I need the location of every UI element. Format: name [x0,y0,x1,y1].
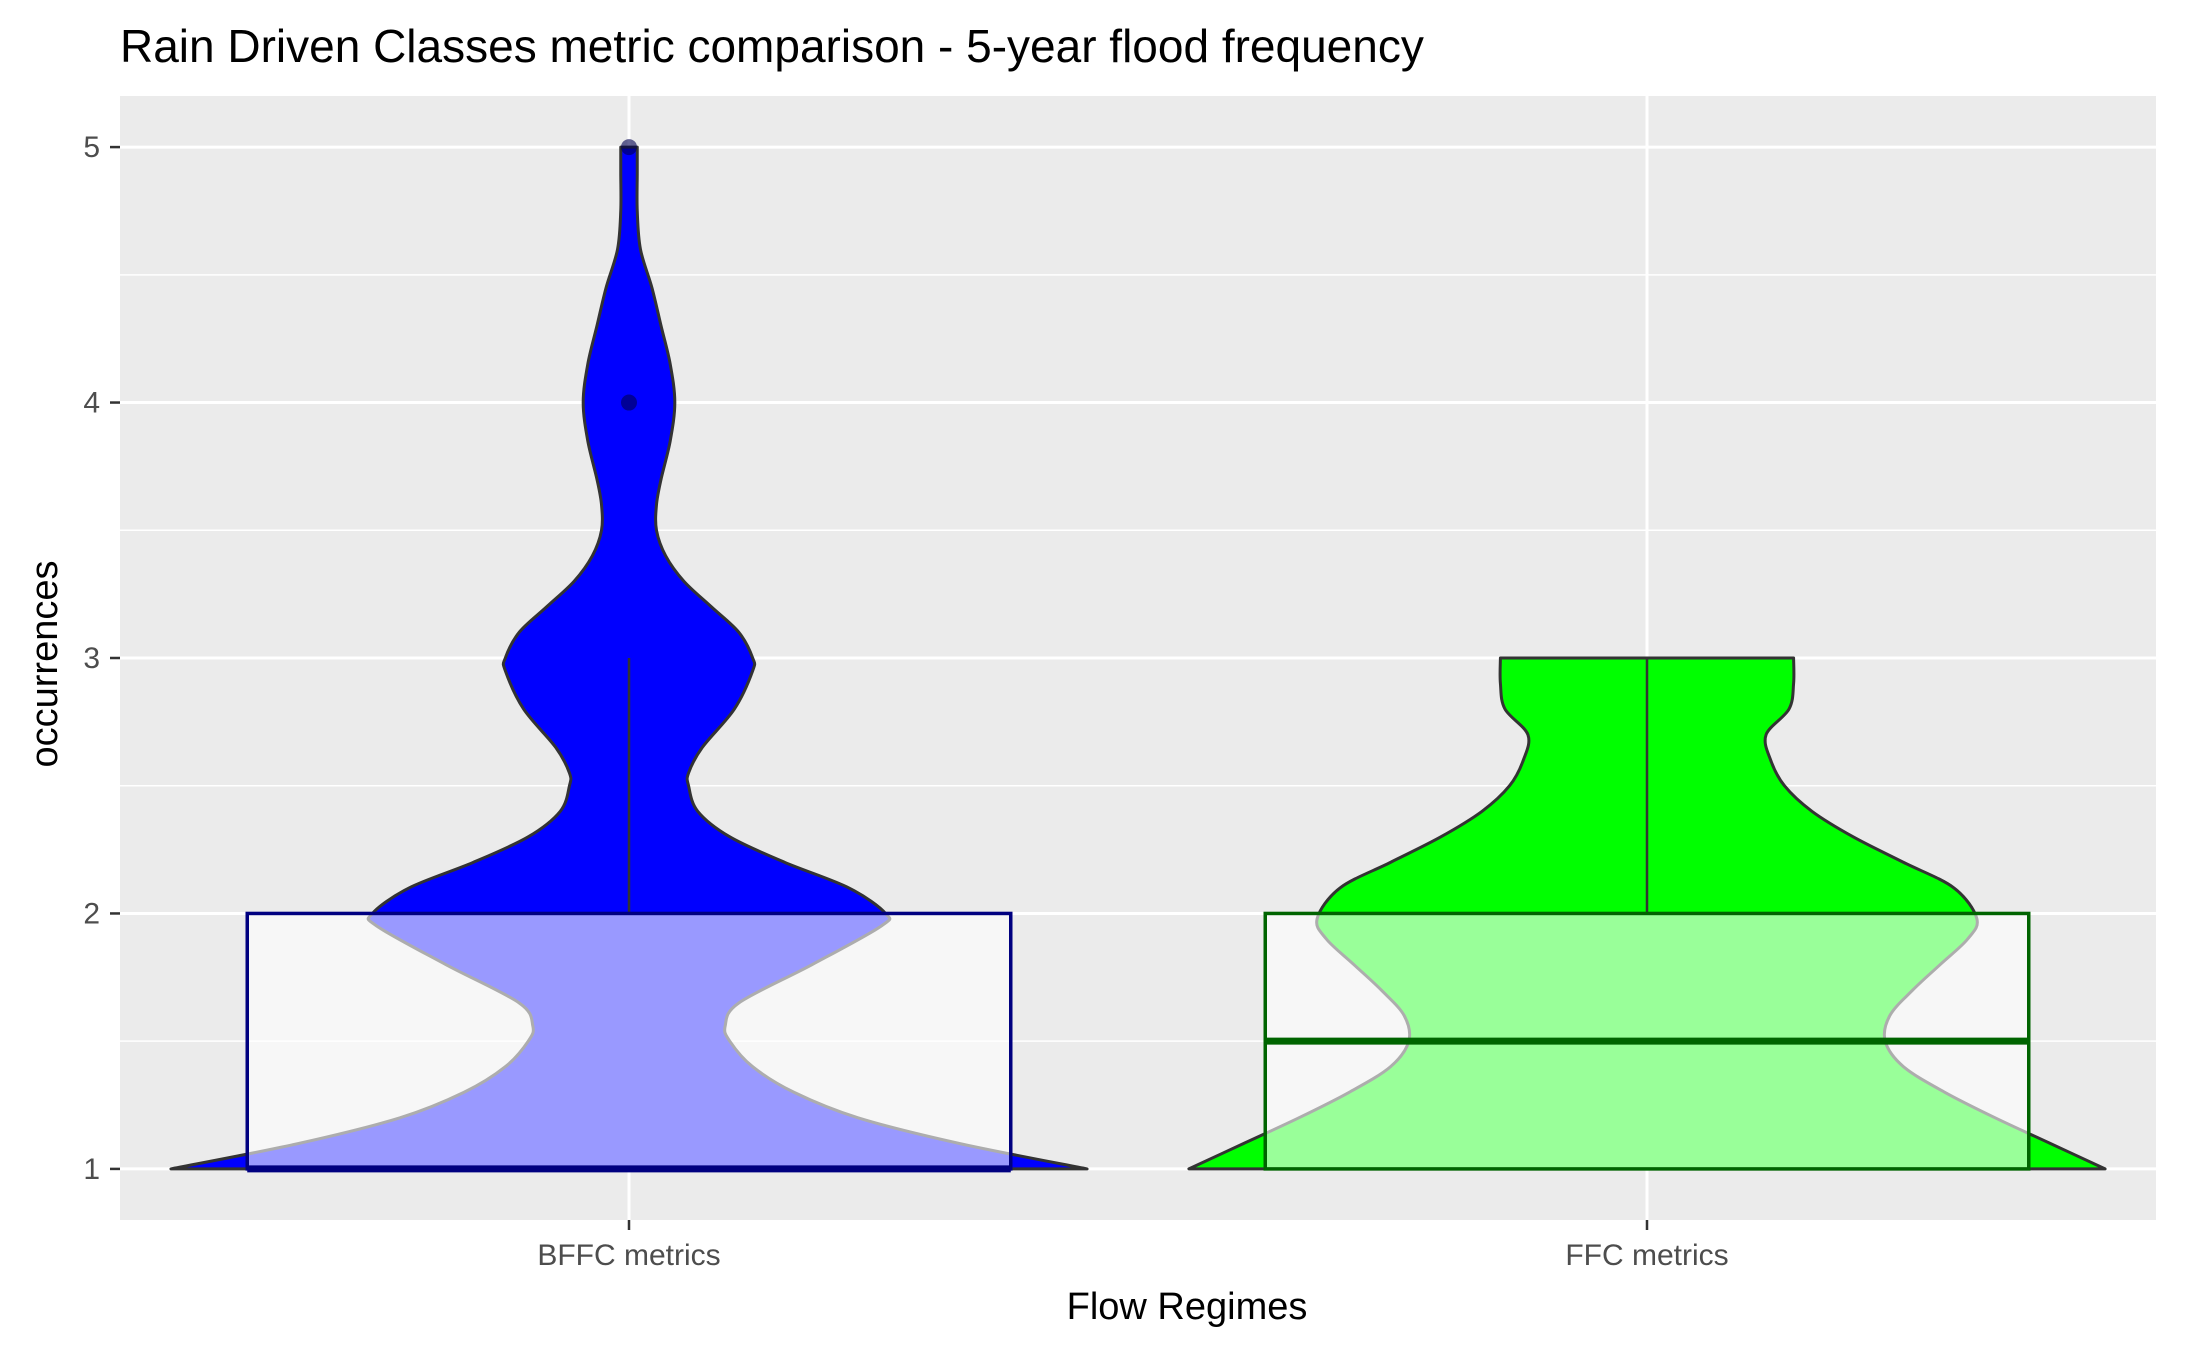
y-tick-label: 4 [83,387,100,420]
box-1 [245,911,1013,1171]
x-tick-label: BFFC metrics [537,1239,720,1272]
boxplots [245,139,2031,1173]
y-axis: 1 2 3 4 5 [83,131,120,1186]
y-axis-title: occurrences [24,561,66,768]
y-tick-label: 1 [83,1153,100,1186]
outlier-point [621,139,637,156]
chart-title: Rain Driven Classes metric comparison - … [120,20,1424,72]
outlier-point [621,394,637,411]
x-axis-title: Flow Regimes [1067,1286,1308,1328]
y-tick-label: 3 [83,642,100,675]
x-tick-label: FFC metrics [1565,1239,1728,1272]
y-tick-label: 5 [83,131,100,164]
x-axis: BFFC metrics FFC metrics [537,1220,1729,1272]
y-tick-label: 2 [83,897,100,930]
